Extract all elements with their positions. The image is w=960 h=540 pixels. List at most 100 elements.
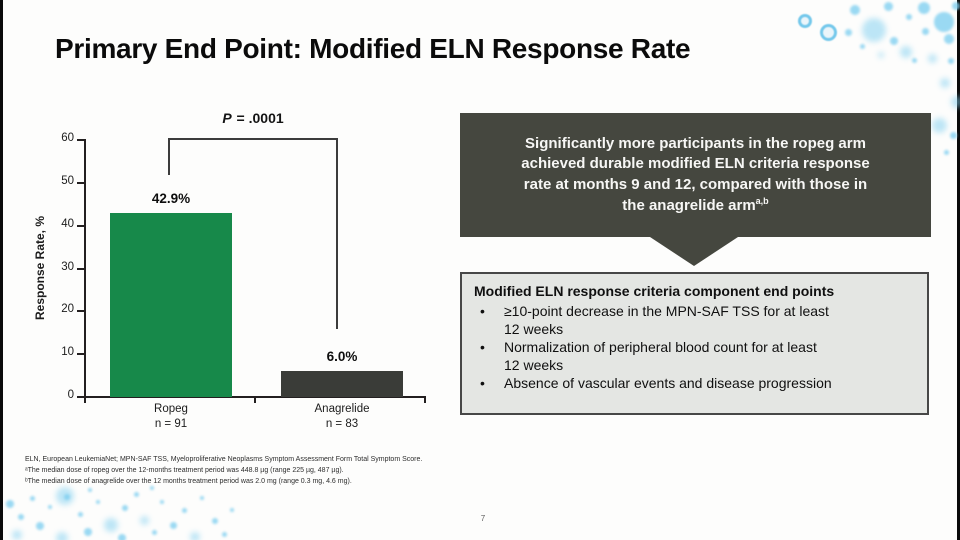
bubble-decoration bbox=[845, 29, 852, 36]
y-tick-label: 50 bbox=[61, 174, 74, 187]
bubble-decoration bbox=[88, 488, 92, 492]
bubble-decoration bbox=[944, 34, 954, 44]
criteria-heading: Modified ELN response criteria component… bbox=[474, 283, 835, 299]
right-edge-bar bbox=[957, 0, 960, 540]
bubble-decoration bbox=[906, 14, 912, 20]
bubble-decoration bbox=[160, 500, 164, 504]
criteria-box: Modified ELN response criteria component… bbox=[460, 272, 929, 415]
p-symbol: P bbox=[222, 110, 232, 126]
y-tick-mark bbox=[77, 267, 84, 270]
bubble-decoration bbox=[862, 18, 886, 42]
footnote: ELN, European LeukemiaNet; MPN-SAF TSS, … bbox=[25, 456, 423, 463]
bubble-decoration bbox=[200, 496, 204, 500]
bubble-decoration bbox=[18, 514, 24, 520]
category-name: Anagrelide bbox=[314, 403, 370, 415]
bubble-decoration bbox=[182, 508, 187, 513]
bubble-decoration bbox=[96, 500, 100, 504]
significance-bracket bbox=[168, 138, 170, 175]
bubble-decoration bbox=[948, 58, 954, 64]
bubble-decoration bbox=[30, 496, 35, 501]
bubble-decoration bbox=[230, 508, 234, 512]
bubble-decoration bbox=[950, 132, 957, 139]
bullet-icon: • bbox=[480, 303, 485, 319]
bubble-decoration bbox=[12, 530, 22, 540]
bubble-decoration bbox=[900, 46, 912, 58]
y-tick-label: 40 bbox=[61, 217, 74, 230]
bubble-decoration bbox=[860, 44, 865, 49]
bubble-decoration bbox=[222, 532, 227, 537]
y-axis-title: Response Rate, % bbox=[33, 215, 47, 321]
callout-text: Significantly more participants in the r… bbox=[521, 134, 870, 214]
bar-ropeg bbox=[110, 213, 232, 397]
bullet-text: ≥10-point decrease in the MPN-SAF TSS fo… bbox=[504, 303, 829, 338]
key-finding-callout: Significantly more participants in the r… bbox=[460, 113, 931, 237]
bubble-decoration bbox=[798, 14, 812, 28]
footnote: ᵃThe median dose of ropeg over the 12-mo… bbox=[25, 466, 344, 474]
y-tick-label: 10 bbox=[61, 346, 74, 359]
bubble-decoration bbox=[212, 518, 218, 524]
callout-superscript: a,b bbox=[755, 195, 769, 206]
bubble-decoration bbox=[56, 532, 68, 540]
page-number: 7 bbox=[480, 514, 486, 523]
bar-anagrelide bbox=[281, 371, 403, 397]
y-tick-label: 20 bbox=[61, 303, 74, 316]
sample-size: n = 91 bbox=[154, 418, 188, 431]
x-axis-tick bbox=[84, 398, 86, 403]
y-axis-line bbox=[84, 139, 86, 398]
p-value-text: = .0001 bbox=[232, 110, 284, 126]
list-item: • Absence of vascular events and disease … bbox=[474, 374, 917, 392]
x-axis-tick bbox=[424, 398, 426, 403]
list-item: • ≥10-point decrease in the MPN-SAF TSS f… bbox=[474, 302, 917, 338]
sample-size: n = 83 bbox=[325, 418, 359, 431]
bubble-decoration bbox=[190, 532, 200, 540]
bubble-decoration bbox=[152, 530, 157, 535]
bubble-decoration bbox=[84, 528, 92, 536]
x-axis-tick bbox=[254, 398, 256, 403]
footnotes: ELN, European LeukemiaNet; MPN-SAF TSS, … bbox=[25, 455, 422, 488]
bubble-decoration bbox=[878, 52, 884, 58]
left-edge-bar bbox=[0, 0, 3, 540]
bubble-decoration bbox=[118, 534, 126, 540]
bar-value-label-anagrelide: 6.0% bbox=[326, 349, 358, 365]
bullet-text: Normalization of peripheral blood count … bbox=[504, 339, 817, 374]
criteria-list: • ≥10-point decrease in the MPN-SAF TSS f… bbox=[474, 302, 917, 392]
y-tick-label: 60 bbox=[61, 132, 74, 144]
bubble-decoration bbox=[890, 37, 898, 45]
x-category-ropeg: Ropeg n = 91 bbox=[110, 402, 232, 432]
bubble-decoration bbox=[78, 512, 83, 517]
bubble-decoration bbox=[36, 522, 44, 530]
bubble-decoration bbox=[56, 487, 74, 505]
bubble-decoration bbox=[918, 2, 930, 14]
bubble-decoration bbox=[928, 54, 937, 63]
significance-bracket bbox=[168, 138, 338, 140]
bubble-decoration bbox=[6, 500, 14, 508]
bubble-decoration bbox=[64, 494, 70, 500]
bubble-decoration bbox=[912, 58, 917, 63]
y-tick-label: 0 bbox=[67, 389, 74, 401]
category-name: Ropeg bbox=[154, 403, 188, 415]
bubble-decoration bbox=[170, 522, 177, 529]
bubble-decoration bbox=[48, 505, 52, 509]
y-tick-mark bbox=[77, 224, 84, 227]
slide-title: Primary End Point: Modified ELN Response… bbox=[55, 33, 691, 64]
bubble-decoration bbox=[122, 505, 128, 511]
y-tick-mark bbox=[77, 139, 84, 141]
bullet-text: Absence of vascular events and disease p… bbox=[504, 375, 832, 392]
bubble-decoration bbox=[944, 150, 949, 155]
bullet-icon: • bbox=[480, 339, 485, 356]
significance-bracket bbox=[336, 138, 338, 329]
bubble-decoration bbox=[104, 518, 118, 532]
bullet-icon: • bbox=[480, 375, 485, 392]
bubble-decoration bbox=[140, 516, 149, 525]
down-arrow bbox=[650, 237, 738, 266]
bubble-decoration bbox=[932, 118, 947, 133]
bubble-decoration bbox=[134, 492, 139, 497]
y-tick-mark bbox=[77, 181, 84, 184]
bubble-decoration bbox=[850, 5, 860, 15]
y-tick-mark bbox=[77, 353, 84, 356]
footnote: ᵇThe median dose of anagrelide over the … bbox=[25, 477, 352, 485]
x-category-anagrelide: Anagrelide n = 83 bbox=[281, 402, 403, 432]
bubble-decoration bbox=[820, 24, 837, 41]
list-item: • Normalization of peripheral blood count… bbox=[474, 338, 917, 374]
